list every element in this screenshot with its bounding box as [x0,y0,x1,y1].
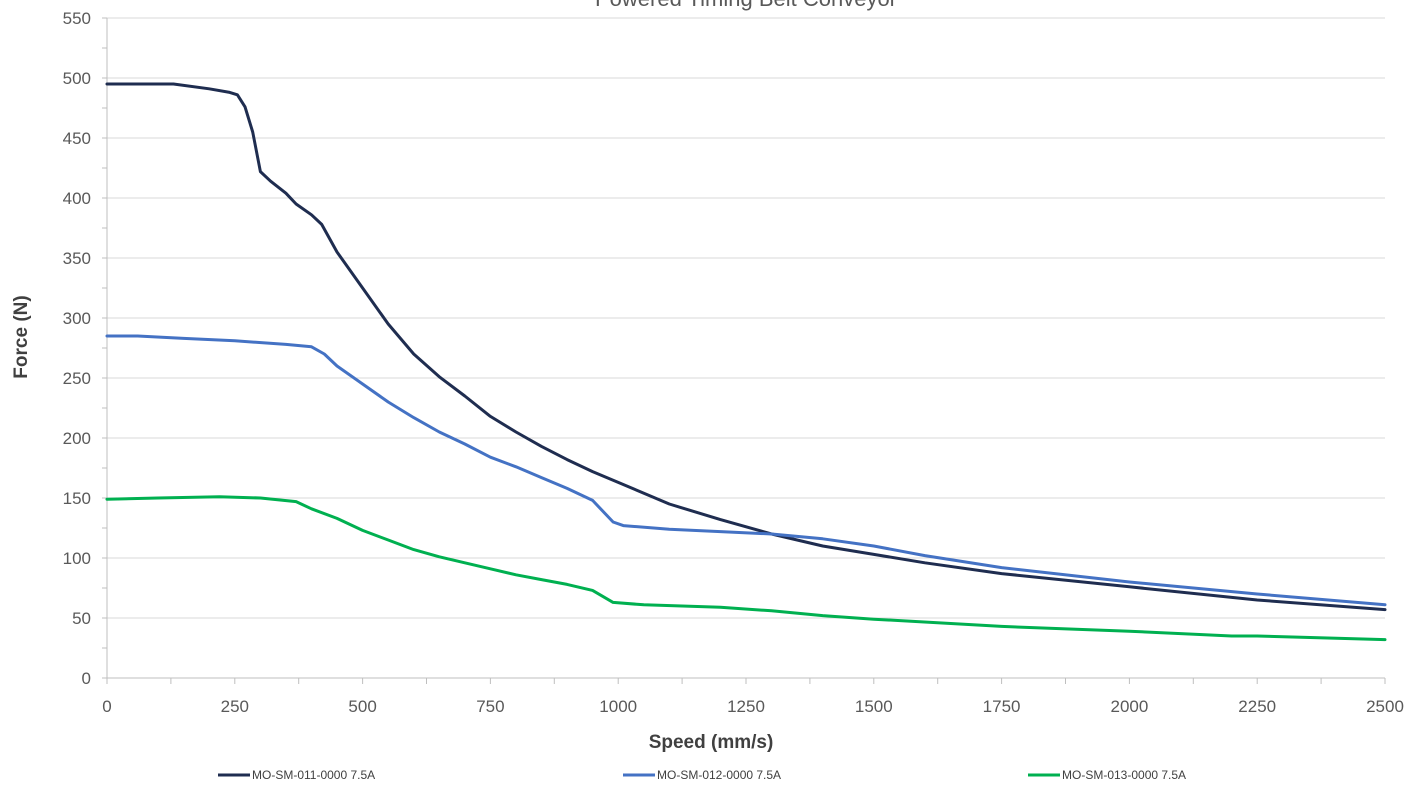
chart-title: Powered Timing Belt Conveyor [595,0,897,11]
y-tick-label: 100 [63,549,91,568]
x-tick-label: 1750 [983,697,1021,716]
x-tick-label: 1000 [599,697,637,716]
x-tick-label: 2250 [1238,697,1276,716]
y-tick-label: 550 [63,9,91,28]
x-tick-label: 1250 [727,697,765,716]
x-tick-label: 0 [102,697,111,716]
y-tick-label: 0 [82,669,91,688]
y-tick-label: 200 [63,429,91,448]
gridlines [107,17,1385,619]
y-tick-label: 500 [63,69,91,88]
y-tick-label: 450 [63,129,91,148]
x-axis-ticks: 0 250 500 750 1000 1250 1500 1750 2000 2250 2500 [102,697,1404,716]
x-tick-label: 2000 [1110,697,1148,716]
legend-item-3: MO-SM-013-0000 7.5A [1028,768,1186,782]
y-tick-label: 300 [63,309,91,328]
series-line-1 [105,82,1387,612]
series-line-2 [105,334,1387,607]
y-axis-title: Force (N) [11,295,32,378]
x-axis-title: Speed (mm/s) [649,732,774,753]
legend-label: MO-SM-012-0000 7.5A [657,768,781,782]
y-tick-label: 350 [63,249,91,268]
y-axis-ticks: 0 50 100 150 200 250 300 350 400 450 500 550 [63,9,91,688]
legend: MO-SM-011-0000 7.5A MO-SM-012-0000 7.5A MO… [218,768,1186,782]
y-tick-label: 250 [63,369,91,388]
series-line-3 [105,495,1387,642]
x-tick-label: 500 [348,697,376,716]
series-lines [105,82,1387,642]
y-tick-label: 50 [72,609,91,628]
y-tick-label: 150 [63,489,91,508]
x-tick-label: 250 [221,697,249,716]
x-tick-label: 1500 [855,697,893,716]
x-tick-label: 2500 [1366,697,1404,716]
legend-label: MO-SM-013-0000 7.5A [1062,768,1186,782]
legend-item-1: MO-SM-011-0000 7.5A [218,768,375,782]
y-tick-label: 400 [63,189,91,208]
legend-label: MO-SM-011-0000 7.5A [252,768,375,782]
x-tick-label: 750 [476,697,504,716]
legend-item-2: MO-SM-012-0000 7.5A [623,768,781,782]
axes [102,17,1386,684]
